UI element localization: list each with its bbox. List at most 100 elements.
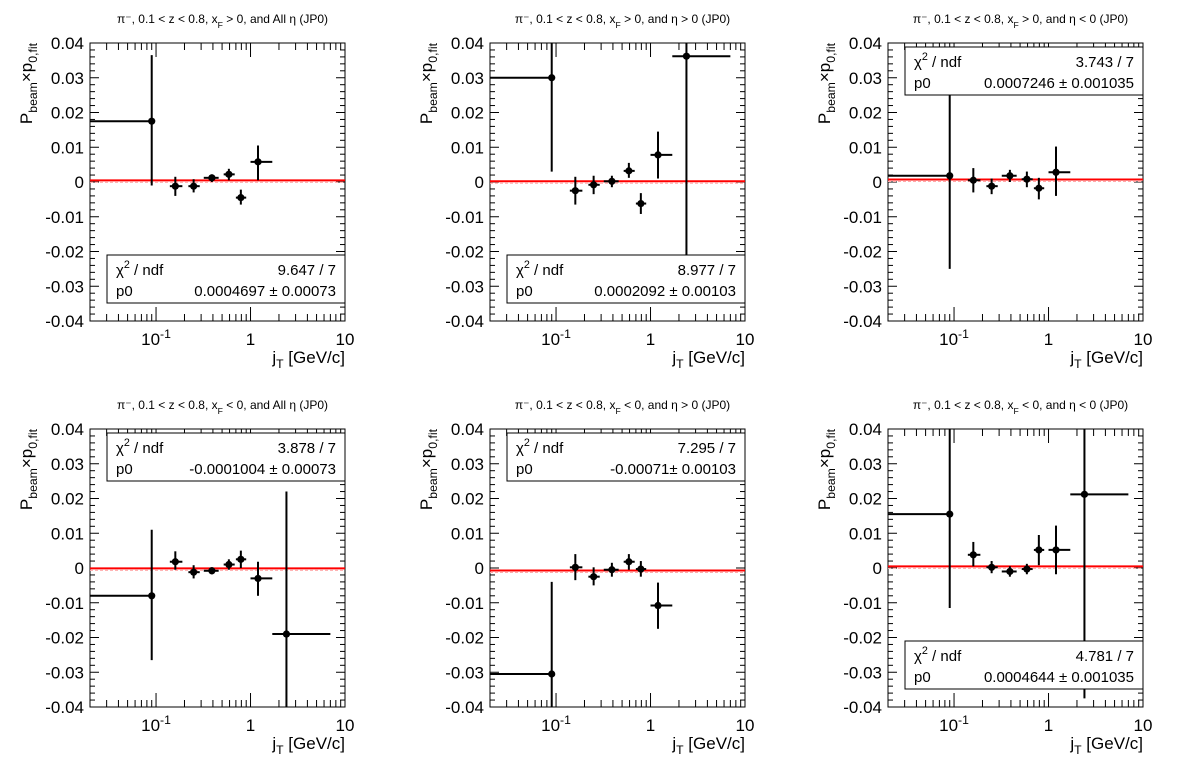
panel-title: π⁻, 0.1 < z < 0.8, xF < 0, and η > 0 (JP… [515,398,730,416]
point-marker [208,174,216,182]
data-point [635,193,647,214]
p0-value: 0.0002092 ± 0.00103 [594,283,736,300]
p0-label: p0 [914,75,931,92]
point-marker [190,568,198,576]
y-tick-label: -0.02 [843,629,882,648]
point-marker [1080,490,1089,498]
y-tick-label: -0.01 [45,208,84,227]
data-point [888,84,954,269]
y-tick-label: -0.04 [45,698,84,717]
x-tick-label: 10 [1134,716,1153,735]
p0-value: 0.0007246 ± 0.001035 [984,75,1134,92]
chart-panel-5: -0.04-0.03-0.02-0.0100.010.020.030.0410-… [417,398,754,757]
y-tick-label: 0.01 [451,138,484,157]
fit-stats-box: χ2 / ndf 8.977 / 7 p0 0.0002092 ± 0.00103 [506,254,746,304]
point-marker [590,573,598,581]
chi2-value: 3.878 / 7 [278,440,336,457]
y-tick-label: 0.03 [451,455,484,474]
y-tick-label: -0.02 [45,243,84,262]
x-tick-label: 10-1 [939,713,969,735]
data-point [623,162,635,178]
chi2-value: 4.781 / 7 [1076,648,1134,665]
point-marker [682,52,691,60]
point-marker [625,558,633,566]
y-tick-label: 0.04 [51,34,84,53]
data-point [1021,563,1033,575]
y-tick-label: 0 [75,173,84,192]
data-point [650,582,673,629]
p0-value: 0.0004697 ± 0.00073 [194,283,336,300]
p0-label: p0 [914,669,931,686]
y-tick-label: -0.02 [445,243,484,262]
y-tick-label: 0.03 [51,69,84,88]
point-marker [190,182,198,190]
y-tick-label: 0 [873,173,882,192]
panel-title: π⁻, 0.1 < z < 0.8, xF > 0, and η > 0 (JP… [515,12,730,30]
data-point [986,561,998,574]
point-marker [1006,172,1014,180]
point-marker [1023,565,1031,573]
fit-stats-box: χ2 / ndf 3.878 / 7 p0 -0.0001004 ± 0.00073 [106,432,346,482]
point-marker [654,151,662,159]
y-tick-label: -0.04 [45,312,84,331]
point-marker [225,560,233,569]
x-tick-label: 10-1 [141,713,171,735]
x-tick-label: 10 [736,716,755,735]
stats-box-frame [106,432,346,482]
point-marker [608,177,616,185]
fit-stats-box: χ2 / ndf 4.781 / 7 p0 0.0004644 ± 0.001035 [904,640,1144,690]
point-marker [1052,168,1060,176]
chart-panel-1: -0.04 -0.03 -0.02 -0.01 0 0.01 0.02 0.03 0.04 10-… [17,12,354,371]
y-tick-label: -0.04 [445,698,484,717]
x-axis-title: jT [GeV/c] [271,348,345,371]
data-point [1001,169,1017,182]
chart-panel-2: -0.04 -0.03 -0.02 -0.01 0 0.01 0.02 0.03 0.04 10-… [417,12,754,371]
x-axis-title: jT [GeV/c] [1069,348,1143,371]
y-tick-label: 0 [475,559,484,578]
chi2-label: χ2 / ndf [516,437,564,457]
data-point [203,174,219,182]
point-marker [654,601,662,610]
y-tick-label: -0.01 [843,208,882,227]
x-axis-title: jT [GeV/c] [671,734,745,757]
y-axis-title: Pbeam×p0,fit [17,428,40,510]
fit-stats-box: χ2 / ndf 9.647 / 7 p0 0.0004697 ± 0.00073 [106,254,346,304]
data-point [588,175,600,195]
stats-box-frame [904,46,1144,96]
chi2-label: χ2 / ndf [116,437,164,457]
point-marker [282,630,291,638]
y-tick-label: -0.01 [445,594,484,613]
point-marker [590,181,598,189]
y-tick-label: -0.01 [45,594,84,613]
point-marker [1035,184,1043,192]
y-tick-label: 0.01 [849,138,882,157]
y-tick-label: -0.01 [445,208,484,227]
panel-title: π⁻, 0.1 < z < 0.8, xF < 0, and η < 0 (JP… [913,398,1128,416]
point-marker [171,558,179,566]
data-point [169,176,183,196]
chi2-label: χ2 / ndf [914,645,962,665]
y-tick-label: 0.04 [451,34,484,53]
data-point [1048,146,1071,196]
y-tick-label: 0.04 [451,420,484,439]
point-marker [148,592,156,600]
y-tick-label: 0.01 [51,138,84,157]
x-tick-label: 1 [646,716,655,735]
p0-value: -0.0001004 ± 0.00073 [189,461,336,478]
data-point [967,541,981,567]
x-tick-label: 10-1 [939,327,969,349]
data-point [1048,525,1071,575]
data-point [888,429,954,608]
point-marker [1052,546,1060,554]
chi2-label: χ2 / ndf [116,259,164,279]
point-marker [988,563,996,571]
p0-value: -0.00071± 0.00103 [610,461,736,478]
y-axis-title: Pbeam×p0,fit [17,42,40,124]
point-marker [625,167,633,175]
stats-box-frame [904,640,1144,690]
y-tick-label: -0.04 [843,698,882,717]
chart-panel-3: -0.04 -0.03 -0.02 -0.01 0 0.01 0.02 0.03 0.04 10-… [815,12,1152,371]
y-tick-label: -0.01 [843,594,882,613]
y-tick-label: 0 [475,173,484,192]
